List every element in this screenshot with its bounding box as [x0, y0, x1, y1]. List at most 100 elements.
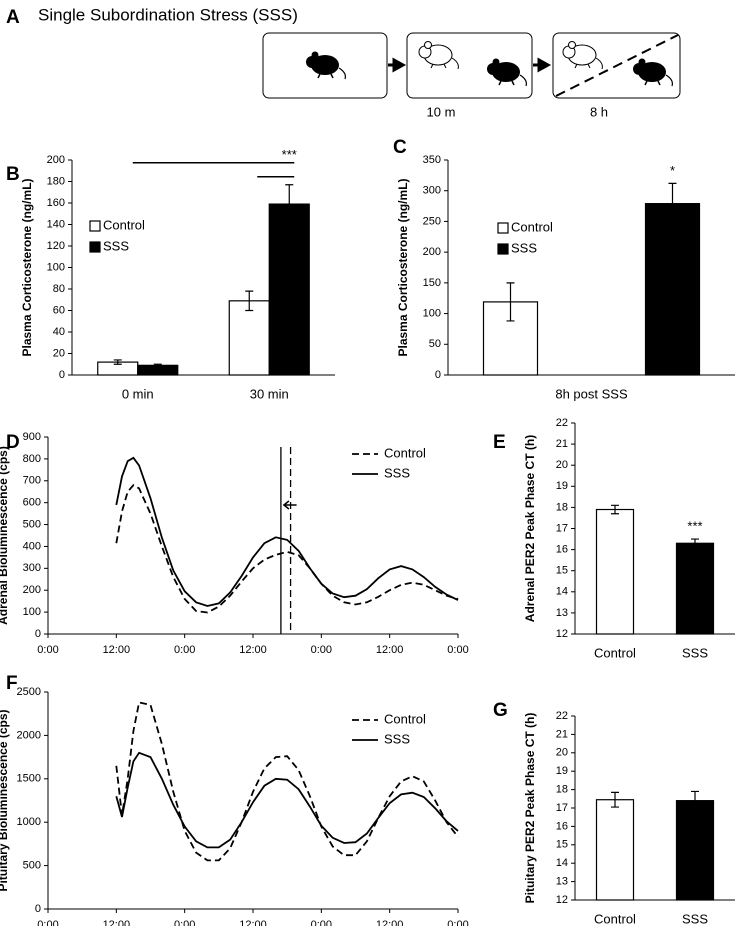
x-tick-label: 0:00	[447, 919, 468, 926]
y-tick-label: 60	[53, 304, 65, 316]
x-tick-label: 0:00	[447, 644, 468, 656]
y-tick-label: 100	[423, 307, 441, 319]
y-tick-label: 400	[23, 540, 41, 552]
legend-label: SSS	[384, 731, 410, 746]
legend-swatch	[497, 222, 509, 234]
error-bar	[153, 363, 162, 367]
y-tick-label: 500	[23, 860, 41, 872]
y-tick-label: 40	[53, 326, 65, 338]
error-bar	[285, 184, 294, 225]
legend-label: Control	[103, 217, 145, 232]
y-tick-label: 140	[47, 218, 65, 230]
bar	[675, 800, 715, 901]
x-tick-label: SSS	[682, 911, 708, 926]
x-tick-label: 12:00	[239, 919, 267, 926]
y-tick-label: 100	[47, 261, 65, 273]
y-tick-label: 80	[53, 283, 65, 295]
bar	[228, 300, 270, 376]
y-axis-label: Plasma Corticosterone (ng/mL)	[20, 178, 34, 356]
legend-label: Control	[384, 445, 426, 460]
series-line	[115, 701, 459, 862]
y-tick-label: 800	[23, 453, 41, 465]
y-tick-label: 200	[23, 584, 41, 596]
bar	[644, 203, 701, 376]
panel-letter: D	[6, 432, 20, 453]
error-bar	[506, 282, 515, 322]
y-tick-label: 12	[556, 894, 568, 906]
y-tick-label: 160	[47, 197, 65, 209]
legend-swatch	[497, 243, 509, 255]
legend-label: SSS	[384, 465, 410, 480]
x-tick-label: 12:00	[239, 644, 267, 656]
y-tick-label: 700	[23, 475, 41, 487]
x-tick-label: 0:00	[174, 919, 195, 926]
error-bar	[691, 538, 699, 549]
y-tick-label: 20	[53, 347, 65, 359]
y-tick-label: 1500	[17, 773, 41, 785]
y-tick-label: 600	[23, 497, 41, 509]
y-tick-label: 250	[423, 215, 441, 227]
y-tick-label: 15	[556, 839, 568, 851]
y-tick-label: 18	[556, 501, 568, 513]
error-bar	[691, 790, 699, 811]
y-tick-label: 300	[23, 562, 41, 574]
y-tick-label: 20	[556, 459, 568, 471]
significance-label: ***	[282, 147, 297, 162]
x-tick-label: 0:00	[311, 919, 332, 926]
significance-label: ***	[687, 518, 702, 533]
panel-letter: A	[6, 7, 20, 28]
error-bar	[611, 504, 619, 515]
y-tick-label: 2500	[17, 686, 41, 698]
x-tick-label: 12:00	[103, 644, 131, 656]
y-tick-label: 17	[556, 522, 568, 534]
error-bar	[245, 290, 254, 312]
duration-label: 8 h	[590, 104, 608, 119]
bar	[675, 542, 715, 635]
duration-label: 10 m	[427, 104, 456, 119]
diagram-title: Single Subordination Stress (SSS)	[38, 5, 298, 24]
y-tick-label: 350	[423, 154, 441, 166]
panel-letter: F	[6, 673, 18, 694]
legend-label: SSS	[511, 240, 537, 255]
error-bar	[611, 791, 619, 808]
y-tick-label: 100	[23, 606, 41, 618]
bar	[595, 508, 635, 635]
x-tick-label: 12:00	[376, 919, 404, 926]
panel-letter: G	[493, 700, 508, 721]
x-tick-label: 30 min	[250, 386, 289, 401]
bar	[268, 203, 310, 376]
legend-swatch	[89, 220, 101, 232]
x-tick-label: 0:00	[37, 919, 58, 926]
y-tick-label: 21	[556, 728, 568, 740]
legend-swatch	[89, 241, 101, 253]
error-bar	[113, 359, 122, 365]
y-tick-label: 19	[556, 765, 568, 777]
x-tick-label: Control	[594, 645, 636, 660]
y-tick-label: 13	[556, 607, 568, 619]
y-axis-label: Plasma Corticosterone (ng/mL)	[396, 178, 410, 356]
panel-letter: B	[6, 164, 20, 185]
y-tick-label: 16	[556, 820, 568, 832]
divider	[555, 34, 679, 97]
y-axis-label: Pituitary PER2 Peak Phase CT (h)	[523, 713, 537, 904]
panel-letter: E	[493, 432, 506, 453]
x-tick-label: 12:00	[103, 919, 131, 926]
x-tick-label: 0:00	[37, 644, 58, 656]
y-tick-label: 14	[556, 586, 568, 598]
y-axis-label: Adrenal PER2 Peak Phase CT (h)	[523, 435, 537, 622]
y-tick-label: 16	[556, 544, 568, 556]
y-tick-label: 15	[556, 565, 568, 577]
legend-label: Control	[511, 219, 553, 234]
y-tick-label: 0	[435, 369, 441, 381]
y-tick-label: 900	[23, 431, 41, 443]
legend-label: SSS	[103, 238, 129, 253]
x-tick-label: 12:00	[376, 644, 404, 656]
y-tick-label: 20	[556, 747, 568, 759]
y-axis-label: Pituitary Bioluminescence (cps)	[0, 709, 10, 891]
y-tick-label: 2000	[17, 729, 41, 741]
y-tick-label: 200	[47, 154, 65, 166]
y-tick-label: 21	[556, 438, 568, 450]
error-bar	[668, 182, 677, 225]
x-tick-label: SSS	[682, 645, 708, 660]
series-line	[115, 456, 459, 607]
